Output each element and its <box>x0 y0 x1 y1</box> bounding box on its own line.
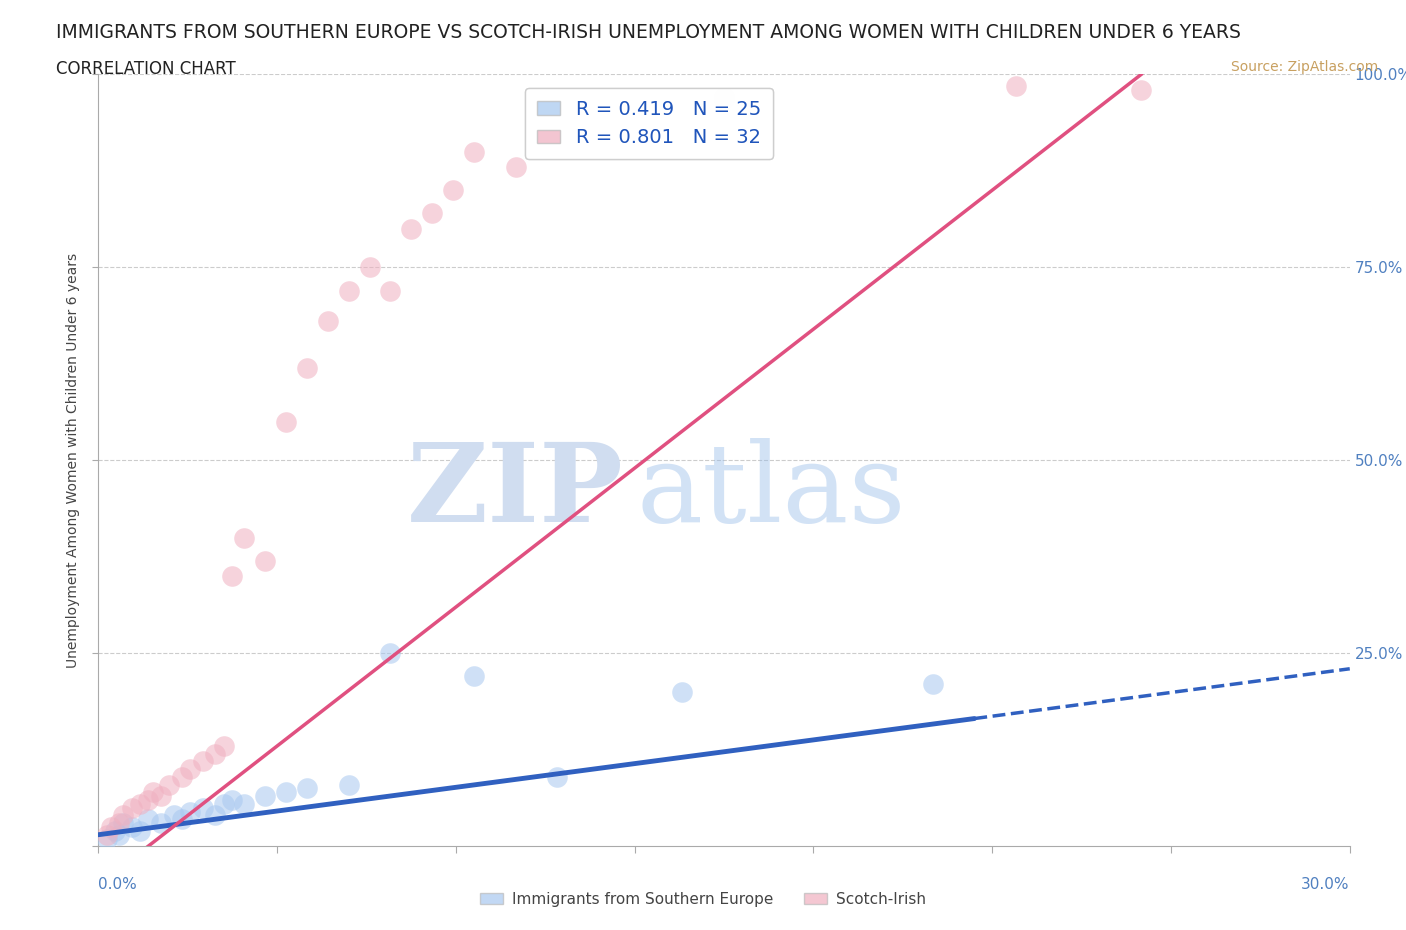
Point <box>162 808 184 823</box>
Point <box>157 777 180 792</box>
Point <box>233 530 256 545</box>
Point <box>254 789 277 804</box>
Point <box>96 828 118 843</box>
Point <box>420 206 443 220</box>
Point <box>671 684 693 699</box>
Point <box>276 415 298 430</box>
Point <box>463 669 485 684</box>
Point <box>295 781 318 796</box>
Text: atlas: atlas <box>637 438 905 545</box>
Text: 0.0%: 0.0% <box>98 877 138 892</box>
Legend: Immigrants from Southern Europe, Scotch-Irish: Immigrants from Southern Europe, Scotch-… <box>474 886 932 913</box>
Text: ZIP: ZIP <box>408 438 624 545</box>
Point <box>463 144 485 159</box>
Point <box>380 283 402 298</box>
Point <box>170 812 193 827</box>
Point <box>401 221 423 236</box>
Point <box>121 800 143 815</box>
Text: 30.0%: 30.0% <box>1302 877 1350 892</box>
Point <box>221 569 243 584</box>
Point <box>316 314 339 329</box>
Point <box>191 800 214 815</box>
Point <box>1005 78 1028 93</box>
Point <box>138 812 160 827</box>
Point <box>150 816 173 830</box>
Point <box>233 796 256 811</box>
Point <box>104 823 127 838</box>
Point <box>921 677 943 692</box>
Point <box>337 777 360 792</box>
Legend: R = 0.419   N = 25, R = 0.801   N = 32: R = 0.419 N = 25, R = 0.801 N = 32 <box>526 88 773 159</box>
Point <box>179 804 201 819</box>
Point <box>96 831 118 846</box>
Point <box>380 646 402 661</box>
Point <box>212 796 235 811</box>
Point <box>295 360 318 375</box>
Point <box>179 762 201 777</box>
Point <box>212 738 235 753</box>
Point <box>713 90 735 105</box>
Point <box>100 819 122 834</box>
Point <box>108 816 131 830</box>
Point <box>129 796 152 811</box>
Text: CORRELATION CHART: CORRELATION CHART <box>56 60 236 78</box>
Point <box>170 769 193 784</box>
Point <box>138 792 160 807</box>
Point <box>337 283 360 298</box>
Point <box>1130 83 1153 98</box>
Point <box>505 160 527 175</box>
Point <box>121 819 143 834</box>
Text: Source: ZipAtlas.com: Source: ZipAtlas.com <box>1230 60 1378 74</box>
Text: IMMIGRANTS FROM SOUTHERN EUROPE VS SCOTCH-IRISH UNEMPLOYMENT AMONG WOMEN WITH CH: IMMIGRANTS FROM SOUTHERN EUROPE VS SCOTC… <box>56 23 1241 42</box>
Point <box>441 183 464 198</box>
Point <box>108 828 131 843</box>
Point <box>276 785 298 800</box>
Point <box>150 789 173 804</box>
Point <box>129 823 152 838</box>
Point <box>359 260 381 275</box>
Point <box>221 792 243 807</box>
Point <box>546 769 568 784</box>
Point <box>191 754 214 769</box>
Point <box>112 816 135 830</box>
Point <box>204 808 226 823</box>
Point <box>204 746 226 761</box>
Point <box>112 808 135 823</box>
Point <box>142 785 165 800</box>
Point <box>254 553 277 568</box>
Y-axis label: Unemployment Among Women with Children Under 6 years: Unemployment Among Women with Children U… <box>66 253 80 668</box>
